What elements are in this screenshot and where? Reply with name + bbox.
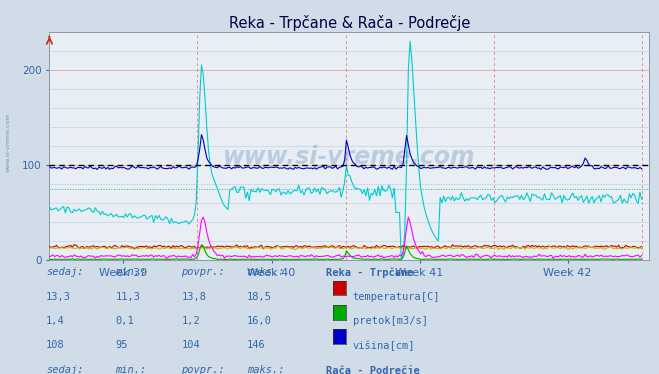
Text: 108: 108 [46, 340, 65, 350]
Text: 146: 146 [247, 340, 266, 350]
Text: temperatura[C]: temperatura[C] [353, 292, 440, 302]
Text: 0,1: 0,1 [115, 316, 134, 326]
Text: 18,5: 18,5 [247, 292, 272, 302]
Text: www.si-vreme.com: www.si-vreme.com [223, 145, 476, 169]
Text: 104: 104 [181, 340, 200, 350]
Text: 16,0: 16,0 [247, 316, 272, 326]
Text: Reka - Trpčane: Reka - Trpčane [326, 267, 414, 278]
Text: povpr.:: povpr.: [181, 365, 225, 374]
Title: Reka - Trpčane & Rača - Podrečje: Reka - Trpčane & Rača - Podrečje [229, 15, 470, 31]
Text: višina[cm]: višina[cm] [353, 340, 415, 351]
Text: maks.:: maks.: [247, 267, 285, 278]
Text: Rača - Podrečje: Rača - Podrečje [326, 365, 420, 374]
Text: min.:: min.: [115, 267, 146, 278]
Text: povpr.:: povpr.: [181, 267, 225, 278]
Text: sedaj:: sedaj: [46, 267, 84, 278]
Text: 95: 95 [115, 340, 128, 350]
Text: 11,3: 11,3 [115, 292, 140, 302]
Text: min.:: min.: [115, 365, 146, 374]
Text: www.si-vreme.com: www.si-vreme.com [5, 112, 11, 172]
Text: pretok[m3/s]: pretok[m3/s] [353, 316, 428, 326]
Text: sedaj:: sedaj: [46, 365, 84, 374]
Text: 1,2: 1,2 [181, 316, 200, 326]
Text: maks.:: maks.: [247, 365, 285, 374]
Text: 1,4: 1,4 [46, 316, 65, 326]
Text: 13,3: 13,3 [46, 292, 71, 302]
Text: 13,8: 13,8 [181, 292, 206, 302]
